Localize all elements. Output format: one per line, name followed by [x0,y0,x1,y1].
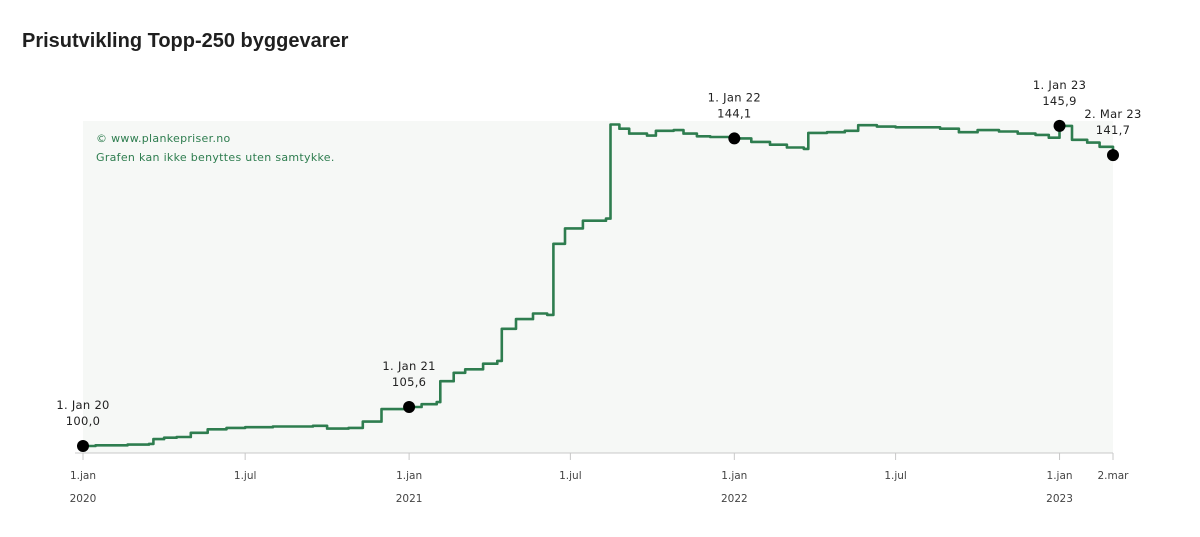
annotation-marker [1053,119,1066,132]
x-tick-label: 1.jul [884,470,907,482]
annotation-marker [728,132,741,145]
x-tick-year: 2020 [70,493,97,505]
annotation-marker [403,400,416,413]
annotation-value: 144,1 [717,106,751,120]
series-line [83,123,1115,448]
x-tick-label: 1.jan [1047,470,1073,482]
x-tick-label: 1.jan [721,470,747,482]
annotation-date: 1. Jan 23 [1033,78,1086,92]
annotation-value: 141,7 [1096,123,1130,137]
annotation-date: 1. Jan 20 [56,398,109,412]
annotation-marker [1107,149,1119,162]
x-tick-label: 2.mar [1098,470,1130,482]
credit-copyright: © www.plankepriser.no [96,132,231,145]
annotation-value: 105,6 [392,375,426,389]
x-tick-year: 2022 [721,493,748,505]
annotation-date: 1. Jan 22 [708,90,761,104]
annotation-date: 2. Mar 23 [1084,107,1141,121]
x-tick-label: 1.jul [234,470,257,482]
annotations: 1. Jan 20 100,0 1. Jan 21 105,6 1. Jan 22 144… [56,78,1141,453]
credit-notice: Grafen kan ikke benyttes uten samtykke. [96,151,335,164]
x-tick-label: 1.jan [70,470,96,482]
annotation-value: 145,9 [1042,94,1076,108]
plot-area [83,121,1113,453]
annotation-date: 1. Jan 21 [382,359,435,373]
annotation-marker [77,440,89,453]
x-tick-year: 2023 [1046,493,1073,505]
x-tick-year: 2021 [396,493,423,505]
chart-title: Prisutvikling Topp-250 byggevarer [22,30,349,52]
x-axis-ticks: 1.jan 2020 1.jul 1.jan 2021 1.jul 1.jan 2022 1.j… [70,453,1130,505]
annotation-value: 100,0 [66,414,100,428]
x-tick-label: 1.jul [559,470,582,482]
x-tick-label: 1.jan [396,470,422,482]
